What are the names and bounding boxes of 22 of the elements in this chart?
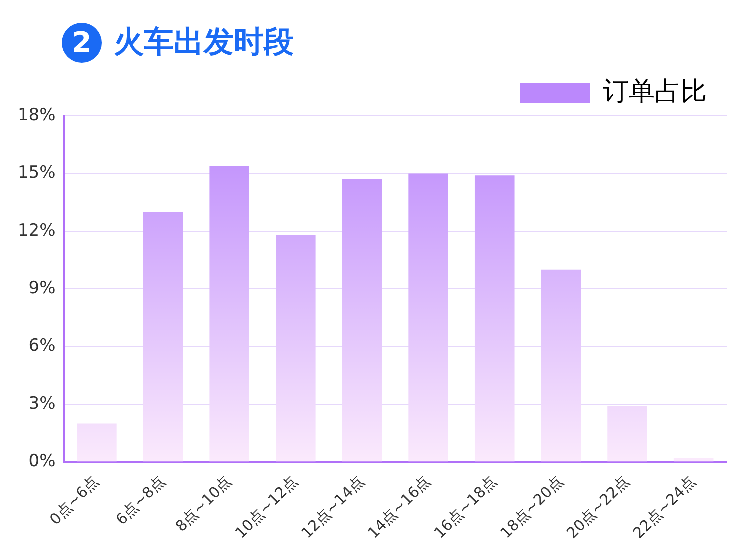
bar [210,166,250,462]
y-tick-label: 18% [18,105,56,126]
bar [541,270,582,462]
y-tick-label: 15% [18,163,56,184]
bar [342,179,382,462]
y-tick-label: 3% [28,394,56,414]
y-tick-label: 12% [18,220,56,241]
bar [77,424,117,462]
chart-title: 2 火车出发时段 [71,24,294,62]
bar [608,406,648,462]
bar [408,174,448,462]
x-tick-label: 6点~8点 [112,472,169,529]
y-tick-label: 0% [28,452,56,472]
bar [276,235,316,462]
bar [474,176,515,462]
x-tick-label: 0点~6点 [46,472,103,529]
x-tick-label: 16点~18点 [430,472,500,542]
x-tick-label: 22点~24点 [630,472,700,542]
y-tick-label: 9% [28,278,56,299]
y-tick-label: 6% [28,336,56,356]
legend-label: 订单占比 [603,76,707,107]
bar [143,212,184,462]
